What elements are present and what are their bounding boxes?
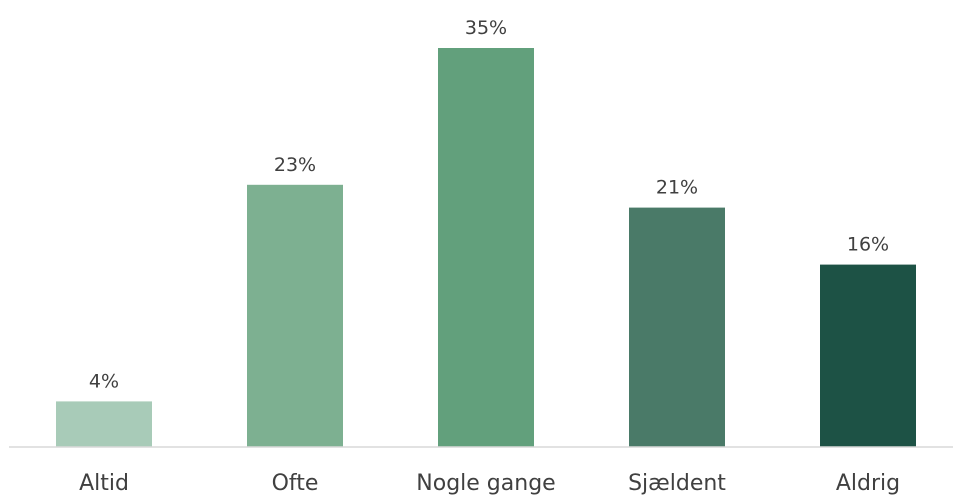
category-label-4: Aldrig bbox=[836, 471, 900, 496]
bars-group bbox=[56, 48, 916, 448]
bar-3 bbox=[629, 207, 725, 447]
category-label-3: Sjældent bbox=[628, 471, 726, 496]
bar-0 bbox=[56, 401, 152, 447]
value-label-2: 35% bbox=[465, 17, 507, 39]
bar-4 bbox=[820, 264, 916, 447]
category-label-0: Altid bbox=[79, 471, 129, 496]
labels-group: 4% Altid 23% Ofte 35% Nogle gange 21% Sjældent 1… bbox=[79, 17, 900, 496]
value-label-4: 16% bbox=[847, 234, 889, 256]
category-label-2: Nogle gange bbox=[416, 471, 555, 496]
value-label-0: 4% bbox=[89, 370, 119, 392]
bar-1 bbox=[247, 184, 343, 448]
value-label-3: 21% bbox=[656, 177, 698, 199]
category-label-1: Ofte bbox=[272, 471, 319, 496]
bar-2 bbox=[438, 48, 534, 447]
value-label-1: 23% bbox=[274, 154, 316, 176]
